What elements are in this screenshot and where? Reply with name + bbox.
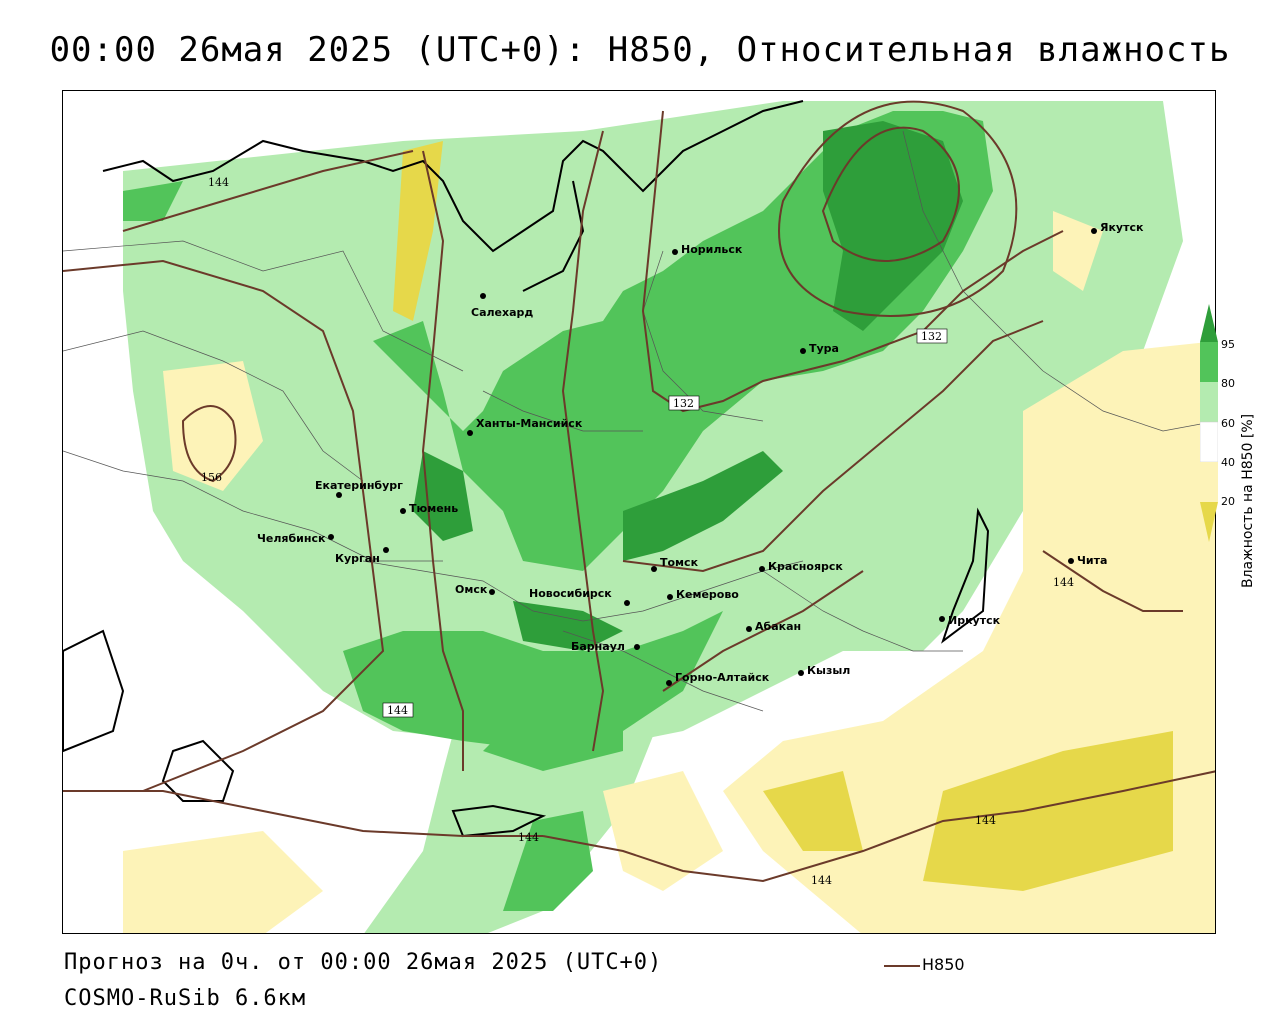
contour-label: 144	[387, 704, 408, 717]
coastline	[63, 100, 990, 838]
city-markers: Якутск Норильск Салехард Тура Ханты-Манс…	[257, 221, 1144, 686]
city-label: Омск	[455, 583, 488, 596]
city-label: Норильск	[681, 243, 743, 256]
colorbar-tick: 60	[1221, 417, 1235, 430]
city-label: Чита	[1077, 554, 1107, 567]
h850-contours	[63, 100, 1215, 883]
city-label: Курган	[335, 552, 380, 565]
colorbar-tick: 95	[1221, 338, 1235, 351]
colorbar-tick: 40	[1221, 456, 1235, 469]
contour-labels: 132 132 144 144 144 144 144 156 144	[201, 176, 1074, 887]
contour-label: 144	[975, 814, 996, 827]
h850-legend-line	[884, 965, 920, 967]
city-label: Ханты-Мансийск	[476, 417, 583, 430]
city-label: Тюмень	[409, 502, 458, 515]
map-canvas: 132 132 144 144 144 144 144 156 144 Якут…	[63, 91, 1215, 933]
contour-label: 156	[201, 471, 222, 484]
city-label: Абакан	[755, 620, 801, 633]
contour-label: 144	[1053, 576, 1074, 589]
admin-borders	[63, 130, 1215, 712]
city-label: Кызыл	[807, 664, 850, 677]
contour-label: 132	[921, 330, 942, 343]
city-label: Екатеринбург	[315, 479, 403, 492]
contour-label: 144	[811, 874, 832, 887]
city-label: Салехард	[471, 306, 533, 319]
contour-label: 144	[208, 176, 229, 189]
city-label: Кемерово	[676, 588, 739, 601]
contour-label: 144	[518, 831, 539, 844]
model-name: COSMO-RuSib 6.6км	[64, 986, 307, 1011]
colorbar-tick: 80	[1221, 377, 1235, 390]
forecast-map: 132 132 144 144 144 144 144 156 144 Якут…	[62, 90, 1216, 934]
map-title: 00:00 26мая 2025 (UTC+0): H850, Относите…	[49, 30, 1231, 70]
colorbar-tick: 20	[1221, 495, 1235, 508]
humidity-field	[123, 101, 1183, 933]
forecast-info: Прогноз на 0ч. от 00:00 26мая 2025 (UTC+…	[64, 950, 663, 975]
city-label: Тура	[809, 342, 839, 355]
dry-field	[123, 141, 1215, 933]
city-label: Горно-Алтайск	[675, 671, 770, 684]
city-label: Красноярск	[768, 560, 843, 573]
city-label: Челябинск	[257, 532, 326, 545]
contour-label: 132	[673, 397, 694, 410]
h850-legend-label: H850	[922, 955, 965, 974]
city-label: Томск	[660, 556, 699, 569]
humidity-colorbar	[1200, 304, 1218, 542]
city-label: Якутск	[1100, 221, 1144, 234]
colorbar-title: Влажность на H850 [%]	[1240, 413, 1256, 588]
city-label: Барнаул	[571, 640, 625, 653]
city-label: Иркутск	[948, 614, 1001, 627]
city-label: Новосибирск	[529, 587, 612, 600]
